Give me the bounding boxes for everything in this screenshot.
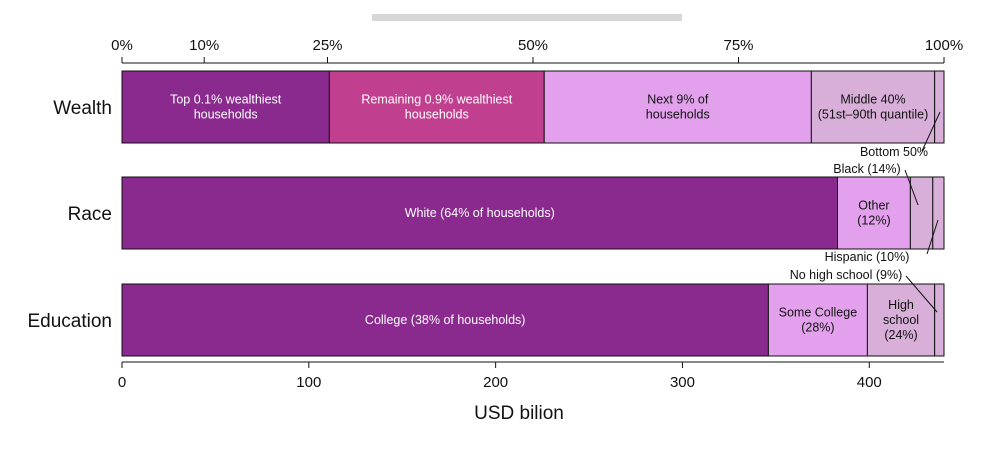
- bar-segment: [543, 70, 812, 144]
- row-label: Wealth: [53, 98, 112, 119]
- row-label: Race: [68, 204, 112, 225]
- bar-segment: [121, 176, 839, 250]
- bottom-tick-label: 400: [857, 374, 882, 391]
- segment-label: Top 0.1% wealthiest: [170, 93, 282, 107]
- bar-segment: [328, 70, 545, 144]
- segment-label: White (64% of households): [405, 206, 555, 220]
- top-tick-label: 75%: [723, 37, 753, 54]
- bar-segment: [121, 283, 769, 357]
- bar-segment: [934, 70, 945, 144]
- bars-group: [121, 70, 945, 357]
- bar-segment: [810, 70, 936, 144]
- segment-label: High: [888, 298, 914, 312]
- chart-title-cropped: [372, 14, 682, 21]
- segment-label: College (38% of households): [365, 313, 526, 327]
- x-axis-title: USD bilion: [474, 403, 564, 424]
- callout-line: [904, 169, 919, 206]
- callout-line: [921, 111, 941, 152]
- segment-label: (51st–90th quantile): [818, 108, 929, 122]
- segment-label: Middle 40%: [840, 93, 905, 107]
- bar-segment: [909, 176, 934, 250]
- segment-label: households: [405, 108, 469, 122]
- segment-label: Other: [858, 199, 889, 213]
- top-tick-label: 10%: [189, 37, 219, 54]
- top-tick-label: 0%: [111, 37, 133, 54]
- segment-label-external: Bottom 50%: [860, 145, 928, 159]
- callout-line: [905, 275, 938, 313]
- segment-label-external: Hispanic (10%): [825, 250, 910, 264]
- bottom-tick-label: 300: [670, 374, 695, 391]
- bar-segment: [837, 176, 911, 250]
- callout-line: [926, 219, 939, 255]
- bar-segment: [934, 283, 945, 357]
- segment-label: households: [646, 108, 710, 122]
- segment-label: Next 9% of: [647, 93, 709, 107]
- bottom-tick-label: 100: [296, 374, 321, 391]
- segment-label: (28%): [801, 321, 834, 335]
- bottom-tick-label: 200: [483, 374, 508, 391]
- bar-segment: [932, 176, 945, 250]
- segment-label: households: [194, 108, 258, 122]
- segment-label: school: [883, 313, 919, 327]
- segment-label: Remaining 0.9% wealthiest: [361, 93, 512, 107]
- segment-label: (24%): [884, 328, 917, 342]
- bottom-tick-label: 0: [118, 374, 126, 391]
- axes-group: 0% 10% 25% 50% 75% 100% 0 100 200 300 400 USD bilio…: [27, 37, 963, 424]
- bar-segment: [121, 70, 330, 144]
- top-tick-label: 25%: [312, 37, 342, 54]
- row-label: Education: [27, 311, 112, 332]
- top-tick-label: 50%: [518, 37, 548, 54]
- segment-label: (12%): [857, 214, 890, 228]
- top-tick-label: 100%: [925, 37, 963, 54]
- segment-label-external: No high school (9%): [790, 268, 903, 282]
- segment-label-external: Black (14%): [833, 162, 900, 176]
- segment-label: Some College: [779, 306, 858, 320]
